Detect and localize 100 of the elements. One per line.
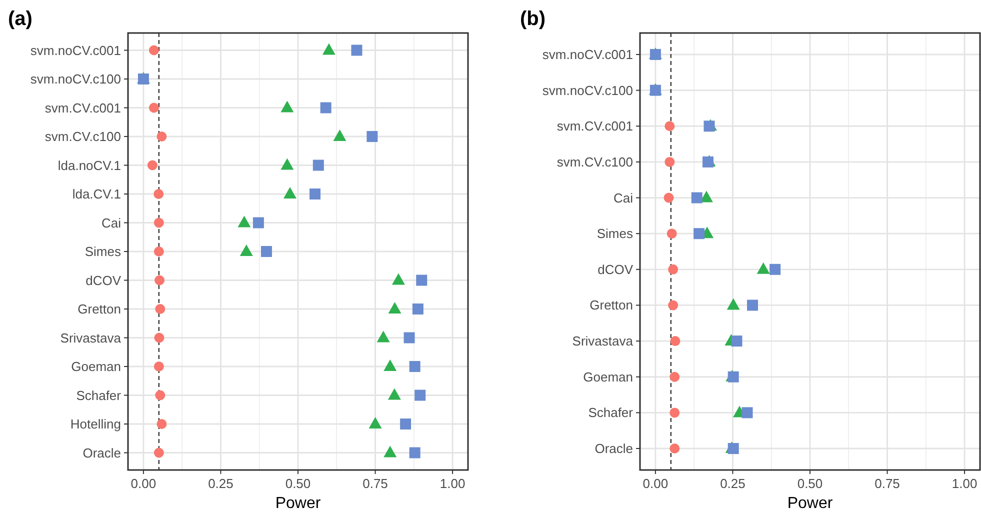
point (252, 217, 264, 228)
point (731, 336, 742, 347)
y-tick-label: Gretton (78, 302, 121, 316)
y-tick-label: svm.CV.c001 (44, 100, 121, 116)
point (156, 419, 167, 429)
point (400, 418, 412, 430)
point (670, 336, 680, 346)
point (726, 298, 740, 310)
point (283, 187, 296, 198)
point (154, 332, 164, 343)
point (154, 362, 164, 372)
point (366, 131, 378, 142)
point (409, 447, 420, 458)
point (668, 264, 678, 274)
point (154, 189, 164, 199)
point (155, 390, 166, 400)
point (412, 304, 424, 314)
point (147, 160, 158, 170)
point (666, 228, 677, 239)
y-tick-label: svm.noCV.c001 (542, 46, 633, 62)
y-tick-label: dCOV (86, 272, 122, 288)
point (310, 188, 320, 200)
point (280, 100, 294, 112)
y-tick-label: Goeman (583, 369, 633, 384)
point (388, 388, 401, 400)
point (392, 273, 405, 285)
y-tick-label: Gretton (590, 298, 633, 313)
y-tick-label: dCOV (598, 262, 634, 277)
point (260, 246, 272, 257)
point (368, 417, 382, 428)
y-tick-label: Simes (84, 244, 122, 259)
x-tick-label: 0.25 (720, 476, 746, 491)
point (154, 275, 165, 286)
y-tick-label: Schafer (76, 388, 122, 403)
point (148, 102, 159, 113)
point (770, 264, 781, 275)
y-tick-label: svm.CV.c001 (556, 118, 633, 134)
y-tick-label: svm.CV.c100 (44, 129, 121, 144)
y-tick-label: svm.noCV.c100 (542, 82, 633, 98)
point (376, 330, 390, 342)
x-tick-label: 0.75 (362, 476, 388, 491)
y-tick-label: Goeman (71, 359, 121, 374)
y-tick-label: Oracle (594, 441, 633, 456)
chart-title: (b) (520, 8, 546, 30)
point (702, 156, 714, 168)
point (312, 160, 324, 171)
point (384, 446, 397, 458)
point (280, 158, 294, 170)
point (742, 407, 753, 418)
point (747, 300, 758, 311)
point (691, 192, 702, 204)
point (416, 274, 428, 286)
y-tick-label: Srivastava (572, 334, 634, 349)
y-tick-label: Cai (101, 215, 122, 230)
point (404, 332, 415, 344)
point (670, 372, 680, 382)
point (320, 102, 332, 114)
x-tick-label: 0.75 (874, 476, 900, 491)
point (728, 443, 739, 454)
point (409, 361, 420, 372)
x-tick-label: 0.25 (208, 476, 234, 491)
y-tick-label: lda.noCV.1 (58, 158, 121, 173)
point (322, 43, 336, 55)
point (414, 390, 426, 401)
point (156, 132, 167, 142)
point (351, 44, 362, 56)
point (333, 130, 346, 141)
point (670, 408, 680, 418)
x-axis-title: Power (787, 495, 834, 512)
x-tick-label: 0.50 (797, 476, 823, 491)
point (240, 244, 253, 256)
x-tick-label: 0.00 (130, 476, 156, 491)
y-tick-label: Simes (596, 226, 634, 242)
point (668, 300, 678, 310)
point (154, 448, 164, 458)
point (155, 304, 166, 314)
point (664, 156, 675, 167)
chart-title: (a) (8, 8, 32, 30)
y-tick-label: svm.noCV.c001 (30, 42, 121, 58)
y-tick-label: Schafer (588, 405, 634, 420)
point (670, 444, 680, 454)
point (664, 192, 674, 203)
point (756, 262, 770, 274)
x-tick-label: 1.00 (440, 476, 466, 491)
point (694, 228, 705, 240)
y-tick-label: Cai (613, 190, 634, 206)
y-tick-label: lda.CV.1 (72, 186, 121, 202)
point (238, 216, 251, 228)
y-tick-label: svm.noCV.c100 (30, 72, 121, 86)
point (154, 246, 164, 256)
x-axis-title: Power (275, 495, 322, 512)
y-tick-label: Oracle (82, 445, 121, 460)
x-tick-label: 1.00 (952, 476, 978, 491)
point (154, 218, 164, 228)
point (664, 121, 675, 132)
y-tick-label: svm.CV.c100 (556, 154, 633, 170)
point (384, 360, 397, 371)
x-tick-label: 0.00 (642, 476, 668, 491)
point (388, 302, 402, 314)
x-tick-label: 0.50 (285, 476, 311, 491)
